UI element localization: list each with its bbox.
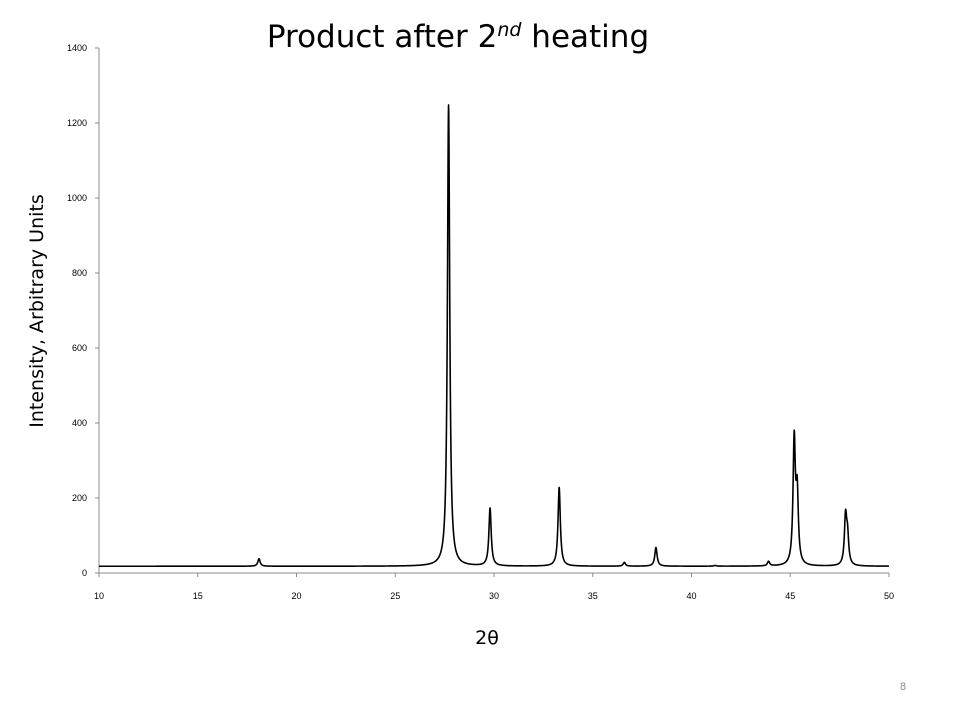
x-tick-label: 40 bbox=[686, 591, 696, 601]
y-tick-label: 1200 bbox=[67, 118, 87, 128]
y-tick-label: 600 bbox=[72, 343, 87, 353]
chart-title-superscript: nd bbox=[497, 19, 522, 41]
y-ticks: 0 200 400 600 800 1000 1200 1400 bbox=[67, 43, 99, 578]
x-tick-label: 35 bbox=[588, 591, 598, 601]
peak-marks bbox=[258, 104, 849, 567]
chart-title-suffix: heating bbox=[521, 19, 649, 55]
xrd-pattern-line bbox=[98, 104, 890, 568]
x-tick-label: 50 bbox=[884, 591, 894, 601]
page-number: 8 bbox=[900, 681, 906, 693]
x-tick-label: 15 bbox=[193, 591, 203, 601]
x-tick-label: 45 bbox=[785, 591, 795, 601]
x-ticks: 10 15 20 25 30 35 40 45 50 bbox=[94, 573, 894, 601]
y-tick-label: 400 bbox=[72, 418, 87, 428]
x-tick-label: 10 bbox=[94, 591, 104, 601]
y-tick-label: 800 bbox=[72, 268, 87, 278]
x-tick-label: 30 bbox=[489, 591, 499, 601]
x-tick-label: 20 bbox=[291, 591, 301, 601]
y-tick-label: 0 bbox=[82, 568, 87, 578]
y-axis-title: Intensity, Arbitrary Units bbox=[26, 194, 48, 428]
y-tick-label: 1400 bbox=[67, 43, 87, 53]
chart-title-main: Product after 2 bbox=[267, 19, 497, 55]
x-tick-label: 25 bbox=[390, 591, 400, 601]
axes bbox=[98, 48, 889, 574]
x-axis-title: 2θ bbox=[475, 627, 499, 649]
y-tick-label: 1000 bbox=[67, 193, 87, 203]
chart-title: Product after 2nd heating bbox=[267, 19, 649, 55]
y-tick-label: 200 bbox=[72, 493, 87, 503]
